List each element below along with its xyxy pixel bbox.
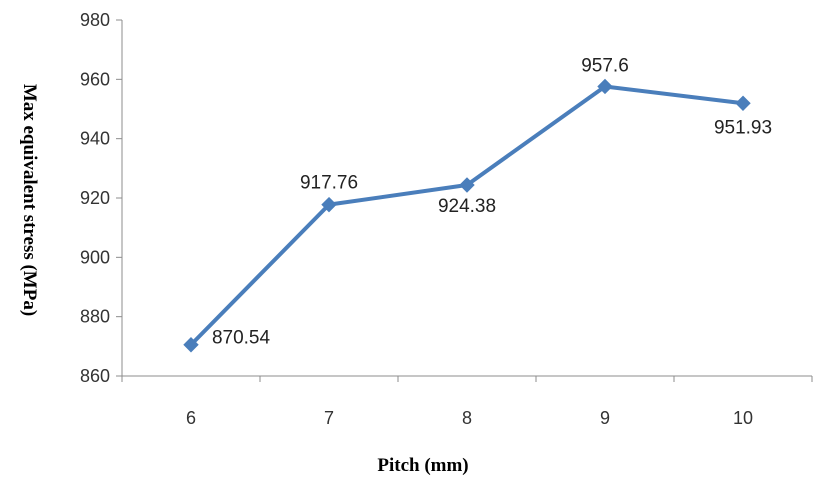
y-tick-label: 980 <box>80 10 110 30</box>
y-tick-label: 960 <box>80 69 110 89</box>
data-point-marker <box>735 95 751 111</box>
data-point-marker <box>321 196 337 213</box>
data-label: 957.6 <box>581 55 629 76</box>
x-tick-label: 8 <box>462 408 472 428</box>
y-tick-label: 900 <box>80 247 110 267</box>
data-point-marker <box>597 78 613 95</box>
data-label: 951.93 <box>714 117 772 138</box>
data-label: 870.54 <box>212 328 271 349</box>
x-tick-label: 10 <box>733 408 753 428</box>
data-point-marker <box>459 177 475 193</box>
y-tick-label: 880 <box>80 307 110 327</box>
y-tick-label: 920 <box>80 188 110 208</box>
x-axis-ticks: 6 7 8 9 10 <box>121 376 813 428</box>
y-axis-ticks: 860 880 900 920 940 960 980 <box>80 10 122 386</box>
data-label: 917.76 <box>300 173 358 194</box>
x-tick-label: 7 <box>324 408 334 428</box>
y-axis-title: Max equivalent stress (MPa) <box>19 84 40 316</box>
data-point-marker <box>183 337 199 353</box>
x-tick-label: 9 <box>600 408 610 428</box>
x-tick-label: 6 <box>186 408 196 428</box>
y-tick-label: 860 <box>80 366 110 386</box>
series-group: 870.54 917.76 924.38 957.6 951.93 <box>183 55 772 353</box>
y-tick-label: 940 <box>80 129 110 149</box>
x-axis-title: Pitch (mm) <box>377 455 468 476</box>
data-label: 924.38 <box>438 196 496 217</box>
